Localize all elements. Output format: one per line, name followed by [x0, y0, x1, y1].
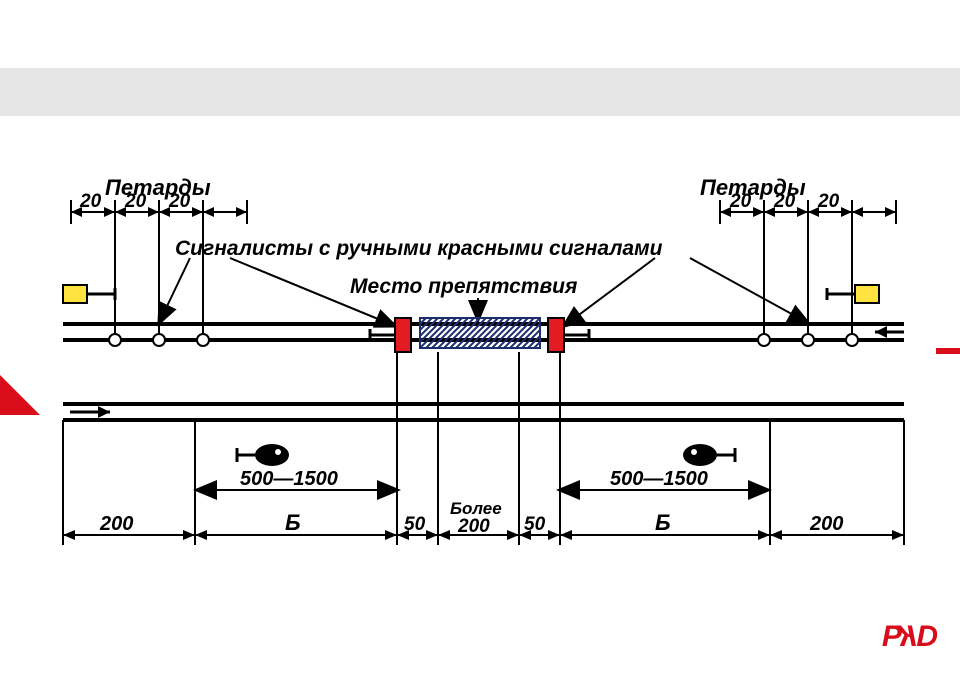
dim-20-r3: 20 [817, 191, 840, 212]
petard-circle [802, 334, 814, 346]
red-signal-left [395, 318, 411, 352]
label-petardy-left: Петарды [105, 175, 211, 200]
dim-range-right: 500—1500 [610, 468, 708, 490]
dim-50-right: 50 [524, 514, 546, 535]
dim-20-l2: 20 [124, 191, 147, 212]
petard-circle [153, 334, 165, 346]
dim-range-left: 500—1500 [240, 468, 338, 490]
dim-20-l1: 20 [79, 191, 102, 212]
label-obstacle: Место препятствия [350, 275, 577, 298]
yellow-signal-right [855, 285, 879, 303]
dim-b-right: Б [655, 510, 671, 535]
dim-20-r1: 20 [729, 191, 752, 212]
dim-200-left: 200 [99, 513, 133, 535]
petard-circle [846, 334, 858, 346]
dim-20-l3: 20 [168, 191, 191, 212]
red-signal-right [548, 318, 564, 352]
lantern-right-icon [683, 444, 735, 466]
petard-circle [758, 334, 770, 346]
petard-circle [197, 334, 209, 346]
dim-between-value: 200 [457, 516, 490, 537]
yellow-signal-left [63, 285, 87, 303]
rzd-logo: PКD [882, 620, 936, 654]
lantern-left-icon [237, 444, 289, 466]
label-signalists: Сигналисты с ручными красными сигналами [175, 237, 663, 260]
diagram-svg: Петарды Петарды 20 20 20 20 20 20 Сигнал… [0, 0, 960, 690]
obstacle-zone [420, 318, 540, 348]
dim-200-right: 200 [809, 513, 843, 535]
dim-b-left: Б [285, 510, 301, 535]
petard-circle [109, 334, 121, 346]
dim-20-r2: 20 [773, 191, 796, 212]
dim-50-left: 50 [404, 514, 426, 535]
